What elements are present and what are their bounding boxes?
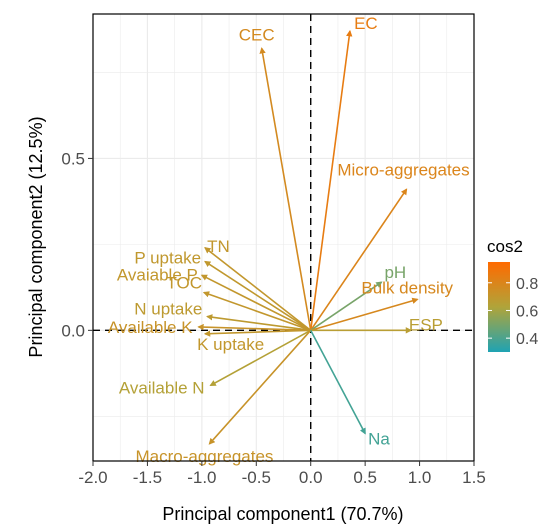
- arrow-macro-aggregates: [208, 329, 312, 445]
- label-esp: ESP: [409, 315, 443, 334]
- arrow-micro-aggregates: [310, 188, 408, 331]
- x-tick-label: -1.5: [133, 468, 162, 487]
- legend-colorbar: [488, 262, 510, 352]
- legend-title: cos2: [487, 237, 523, 256]
- label-available-k: Available K: [108, 318, 193, 337]
- x-axis-label: Principal component1 (70.7%): [162, 504, 403, 524]
- legend-tick-label: 0.4: [516, 331, 538, 348]
- label-n-uptake: N uptake: [134, 300, 202, 319]
- x-tick-label: -0.5: [242, 468, 271, 487]
- arrow-bulk-density: [310, 297, 419, 332]
- cos2-legend: cos2 0.4 0.6 0.8: [487, 237, 538, 352]
- arrow-na: [310, 329, 366, 435]
- arrow-cec: [259, 47, 312, 331]
- label-avaiable-p: Avaiable P: [117, 265, 198, 284]
- label-bulk-density: Bulk density: [361, 278, 453, 297]
- y-tick-label: 0.0: [61, 321, 85, 340]
- y-axis-label: Principal component2 (12.5%): [26, 116, 46, 357]
- arrow-k-uptake: [203, 329, 311, 337]
- legend-ticks: 0.4 0.6 0.8: [488, 276, 538, 348]
- label-toc: TOC: [166, 274, 202, 293]
- legend-tick-label: 0.8: [516, 276, 538, 293]
- label-ec: EC: [354, 14, 378, 33]
- label-micro-aggregates: Micro-aggregates: [337, 160, 469, 179]
- arrow-toc: [202, 291, 311, 332]
- arrow-tn: [204, 247, 312, 331]
- arrow-p-uptake: [204, 260, 312, 332]
- arrow-n-uptake: [206, 314, 311, 332]
- x-axis-ticks: -2.0 -1.5 -1.0 -0.5 0.0 0.5 1.0 1.5: [78, 461, 486, 487]
- arrow-avaiable-p: [200, 274, 312, 332]
- x-tick-label: -1.0: [187, 468, 216, 487]
- label-ph: pH: [384, 263, 406, 282]
- legend-tick-label: 0.6: [516, 303, 538, 320]
- x-tick-label: 0.5: [353, 468, 377, 487]
- arrow-available-k: [197, 323, 311, 332]
- variable-arrows: [197, 29, 419, 445]
- x-tick-label: -2.0: [78, 468, 107, 487]
- label-cec: CEC: [239, 25, 275, 44]
- x-tick-label: 1.5: [462, 468, 486, 487]
- label-macro-aggregates: Macro-aggregates: [135, 447, 273, 466]
- label-available-n: Available N: [119, 378, 205, 397]
- arrow-ph: [310, 281, 383, 331]
- x-tick-label: 0.0: [299, 468, 323, 487]
- arrow-ec: [309, 29, 353, 331]
- label-p-uptake: P uptake: [134, 249, 201, 268]
- y-tick-label: 0.5: [61, 149, 85, 168]
- label-k-uptake: K uptake: [197, 335, 264, 354]
- x-tick-label: 1.0: [408, 468, 432, 487]
- arrow-available-n: [209, 329, 312, 387]
- y-axis-ticks: 0.0 0.5: [61, 149, 93, 340]
- label-tn: TN: [207, 237, 230, 256]
- label-na: Na: [368, 429, 390, 448]
- plot-border: [92, 13, 475, 462]
